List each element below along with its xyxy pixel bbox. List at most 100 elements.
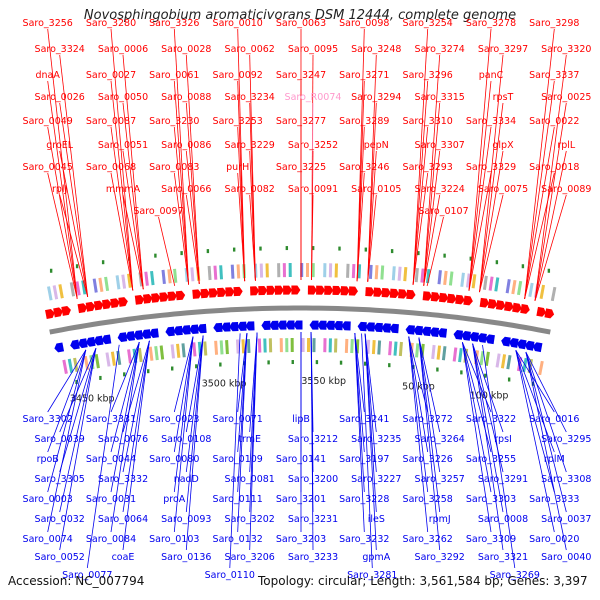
cog-color-block (539, 284, 546, 300)
forward-gene-label: Saro_3256 (23, 18, 73, 29)
forward-leader-line (122, 150, 144, 290)
reverse-gene-arrow (181, 325, 191, 335)
forward-gene-label: Saro_3324 (35, 44, 85, 55)
forward-leader-line (185, 54, 200, 284)
reverse-gene-label: Saro_3226 (403, 454, 453, 465)
reverse-gene-arrow (133, 330, 144, 340)
reverse-leader-line (173, 336, 194, 493)
forward-gene-arrow (455, 294, 465, 305)
reverse-gene-label: Saro_3235 (351, 434, 401, 445)
cog-color-block (344, 338, 349, 353)
reverse-gene-label: rpsI (494, 434, 512, 445)
reverse-gene-label: Saro_3258 (403, 494, 453, 505)
reverse-gene-label: Saro_3308 (541, 474, 591, 485)
feature-tick (75, 379, 78, 384)
forward-gene-label: Saro_3326 (149, 18, 199, 29)
cog-color-block (397, 266, 402, 281)
reverse-gene-label: Saro_0032 (35, 514, 85, 525)
reverse-leader-line (361, 333, 373, 569)
feature-tick (206, 249, 210, 254)
cog-color-block (311, 263, 315, 278)
reverse-leader-line (525, 351, 567, 473)
forward-gene-label: Saro_3230 (149, 116, 199, 127)
cog-color-block (388, 341, 393, 356)
cog-color-block (323, 338, 327, 353)
forward-gene-label: Saro_0062 (225, 44, 275, 55)
feature-tick (388, 363, 391, 368)
reverse-gene-label: Saro_3232 (339, 534, 389, 545)
reverse-gene-label: Saro_0084 (86, 534, 136, 545)
reverse-gene-arrow (125, 331, 136, 341)
reverse-gene-arrow (165, 326, 175, 337)
cog-color-block (190, 267, 195, 282)
reverse-gene-label: Saro_3257 (415, 474, 465, 485)
reverse-leader-line (408, 336, 429, 453)
reverse-leader-line (354, 333, 365, 533)
cog-color-block (246, 338, 251, 354)
reverse-gene-label: rplM (544, 454, 565, 465)
forward-leader-line (524, 172, 555, 299)
cog-color-block (69, 282, 76, 297)
reverse-gene-label: Saro_3322 (466, 414, 516, 425)
forward-gene-label: Saro_0107 (418, 206, 468, 217)
reverse-gene-arrow (532, 342, 543, 353)
cog-color-block (479, 350, 485, 366)
cog-color-block (458, 347, 463, 363)
reverse-gene-arrow (333, 321, 343, 331)
cog-color-block (443, 270, 448, 286)
forward-leader-line (173, 80, 189, 285)
cog-color-block (279, 338, 283, 353)
reverse-gene-arrow (461, 331, 471, 341)
reverse-gene-arrow (70, 339, 80, 350)
reverse-gene-arrow (429, 327, 440, 337)
reverse-leader-line (462, 342, 492, 533)
reverse-gene-label: Saro_3233 (288, 552, 338, 563)
forward-gene-arrow (291, 285, 301, 295)
forward-gene-arrow (274, 285, 284, 295)
reverse-gene-arrow (245, 321, 255, 331)
forward-leader-line (412, 28, 429, 285)
reverse-gene-label: Saro_3262 (403, 534, 453, 545)
forward-gene-label: Saro_0027 (86, 70, 136, 81)
reverse-gene-arrow (437, 328, 448, 338)
forward-leader-line (311, 194, 314, 281)
cog-color-block (500, 354, 507, 369)
feature-tick (99, 375, 102, 380)
reverse-gene-label: Saro_0108 (161, 434, 211, 445)
forward-gene-label: Saro_3297 (478, 44, 528, 55)
forward-leader-line (122, 194, 144, 290)
cog-color-block (148, 346, 154, 361)
reverse-leader-line (122, 340, 150, 551)
cog-color-block (528, 282, 534, 298)
reverse-leader-line (237, 333, 248, 533)
reverse-gene-arrow (261, 320, 271, 330)
forward-gene-label: Saro_3289 (339, 116, 389, 127)
reverse-leader-line (59, 348, 97, 433)
feature-tick (49, 268, 53, 273)
forward-gene-label: Saro_0083 (149, 162, 199, 173)
forward-gene-label: Saro_3298 (529, 18, 579, 29)
forward-gene-arrow (430, 291, 441, 302)
forward-gene-arrow (348, 286, 358, 296)
forward-gene-label: Saro_3310 (403, 116, 453, 127)
forward-gene-label: rplJ (52, 184, 67, 195)
reverse-gene-arrow (285, 320, 295, 330)
reverse-leader-line (110, 342, 140, 533)
reverse-leader-line (472, 343, 504, 433)
reverse-gene-label: Saro_0080 (149, 454, 199, 465)
cog-color-block (167, 269, 172, 284)
forward-gene-arrow (373, 287, 383, 297)
forward-gene-label: mmmA (106, 184, 141, 195)
reverse-leader-line (59, 348, 97, 473)
cog-color-block (265, 263, 269, 278)
reverse-gene-label: Saro_0031 (86, 494, 136, 505)
cog-color-block (350, 339, 354, 354)
feature-tick (101, 260, 105, 265)
cog-color-block (436, 345, 442, 360)
reverse-gene-arrow (381, 323, 391, 333)
forward-leader-line (110, 80, 134, 291)
reverse-gene-label: Saro_3197 (339, 454, 389, 465)
reverse-gene-label: Saro_3303 (466, 494, 516, 505)
cog-color-block (104, 276, 110, 292)
cog-color-block (441, 346, 447, 361)
